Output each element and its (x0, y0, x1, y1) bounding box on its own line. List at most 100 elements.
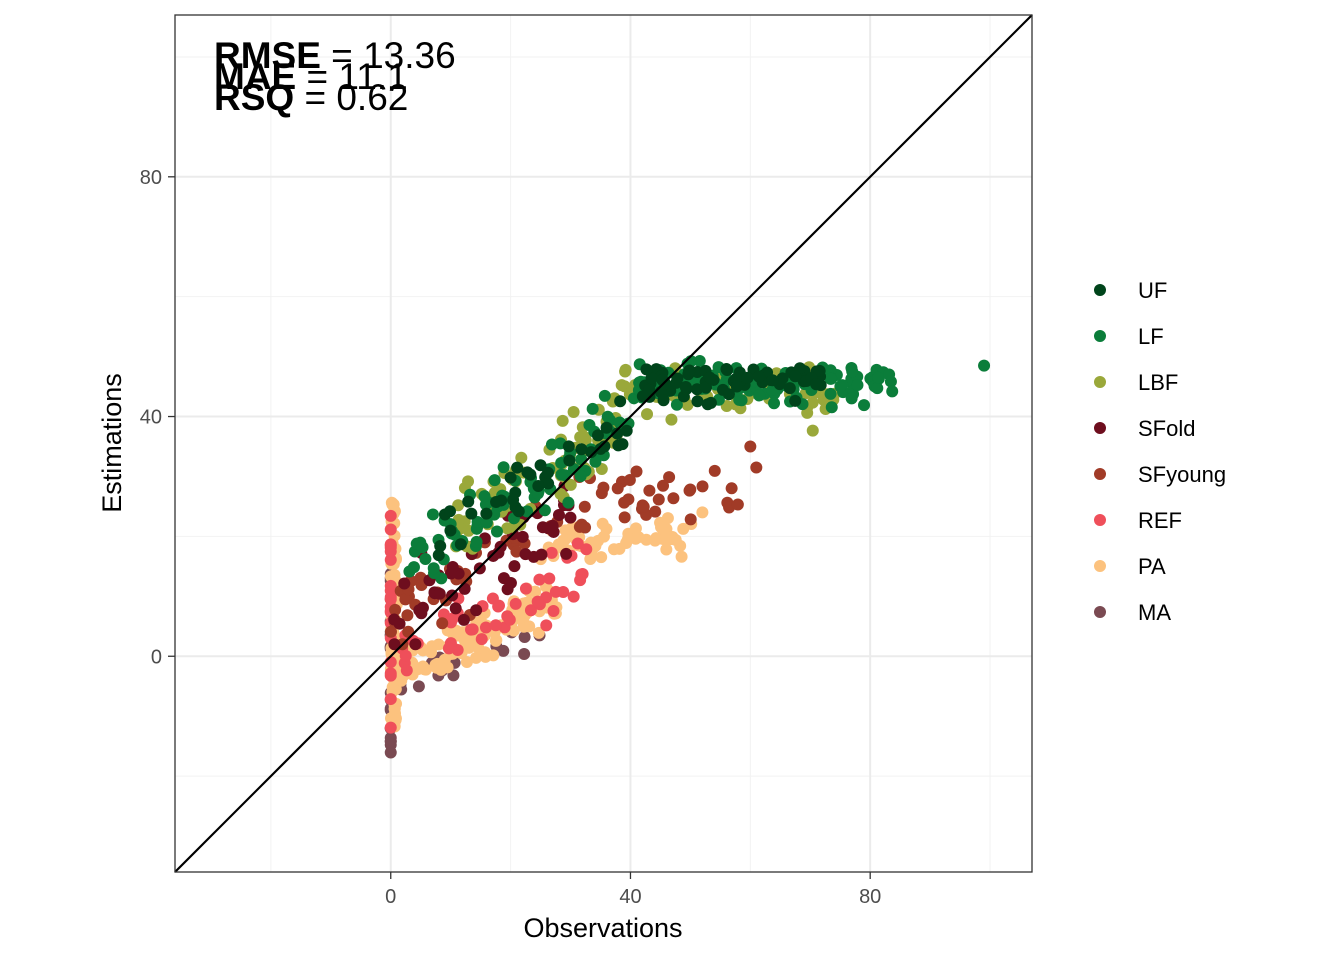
point-SFyoung (684, 513, 697, 526)
point-LF (538, 504, 551, 517)
point-UF (636, 390, 649, 403)
point-UF (721, 364, 734, 377)
point-REF (466, 623, 479, 636)
point-REF (489, 619, 502, 632)
point-UF (766, 374, 779, 387)
point-SFold (433, 587, 446, 600)
point-LF (545, 438, 558, 451)
point-LF (589, 455, 602, 468)
point-UF (524, 468, 537, 481)
point-REF (437, 608, 450, 621)
point-SFyoung (611, 482, 624, 495)
y-tick-label: 80 (140, 167, 162, 189)
point-REF (384, 669, 397, 682)
metric-rsq: RSQ = 0.62 (214, 77, 408, 118)
point-LF (693, 355, 706, 368)
point-SFold (535, 548, 548, 561)
point-UF (783, 382, 796, 395)
point-REF (547, 605, 560, 618)
point-PA (386, 497, 399, 510)
point-SFyoung (630, 465, 643, 478)
metric-rmse: RMSE = 13.36 (214, 35, 456, 76)
legend-label-SFold: SFold (1138, 416, 1195, 441)
point-UF (703, 371, 716, 384)
point-PA (675, 550, 688, 563)
point-REF (384, 545, 397, 558)
point-LF (846, 365, 859, 378)
point-LF (586, 402, 599, 415)
point-SFold (487, 549, 500, 562)
point-LBF (619, 365, 632, 378)
point-SFyoung (597, 481, 610, 494)
point-SFyoung (750, 461, 763, 474)
point-SFyoung (637, 500, 650, 513)
x-tick-label: 40 (619, 886, 641, 908)
point-LBF (641, 408, 654, 421)
point-LF (427, 562, 440, 575)
point-SFyoung (667, 492, 680, 505)
point-UF (611, 427, 624, 440)
point-REF (399, 649, 412, 662)
point-UF (504, 471, 517, 484)
legend-label-LBF: LBF (1138, 370, 1178, 395)
x-tick-label: 80 (859, 886, 881, 908)
point-LBF (665, 413, 678, 426)
point-LBF (806, 396, 819, 409)
point-SFyoung (708, 464, 721, 477)
point-PA (470, 651, 483, 664)
grid (175, 15, 1032, 872)
point-LF (733, 393, 746, 406)
point-REF (540, 619, 553, 632)
point-PA (388, 702, 401, 715)
point-MA (518, 631, 531, 644)
point-SFyoung (384, 625, 397, 638)
point-PA (529, 585, 542, 598)
x-axis-label: Observations (523, 913, 682, 943)
point-REF (384, 509, 397, 522)
point-UF (598, 440, 611, 453)
point-UF (541, 466, 554, 479)
point-LBF (515, 451, 528, 464)
point-LF (471, 515, 484, 528)
point-SFyoung (696, 480, 709, 493)
point-LF (834, 380, 847, 393)
point-REF (384, 553, 397, 566)
point-SFold (415, 607, 428, 620)
point-UF (741, 371, 754, 384)
point-REF (400, 664, 413, 677)
point-LF (407, 561, 420, 574)
point-UF (575, 443, 588, 456)
point-LF (753, 389, 766, 402)
point-MA (412, 680, 425, 693)
point-PA (532, 626, 545, 639)
point-UF (443, 505, 456, 518)
point-MA (518, 647, 531, 660)
point-UF (434, 540, 447, 553)
legend-label-SFyoung: SFyoung (1138, 462, 1226, 487)
point-UF (753, 370, 766, 383)
point-UF (507, 493, 520, 506)
point-REF (384, 656, 397, 669)
metric-name: RMSE (214, 35, 321, 76)
legend-key-PA (1094, 560, 1106, 572)
point-UF (480, 507, 493, 520)
legend-key-LF (1094, 330, 1106, 342)
point-SFyoung (399, 593, 412, 606)
point-PA (620, 537, 633, 550)
y-tick-label: 0 (151, 646, 162, 668)
point-REF (384, 693, 397, 706)
point-LF (419, 552, 432, 565)
metric-value: = 13.36 (321, 35, 456, 76)
point-LF (583, 419, 596, 432)
point-PA (597, 530, 610, 543)
point-LBF (564, 478, 577, 491)
axes: 0 40 80 0 40 80 (140, 167, 882, 908)
point-REF (446, 612, 459, 625)
legend-label-MA: MA (1138, 600, 1171, 625)
point-SFold (398, 577, 411, 590)
identity-line (174, 14, 1033, 873)
point-SFold (444, 567, 457, 580)
point-UF (432, 549, 445, 562)
point-MA (384, 746, 397, 759)
